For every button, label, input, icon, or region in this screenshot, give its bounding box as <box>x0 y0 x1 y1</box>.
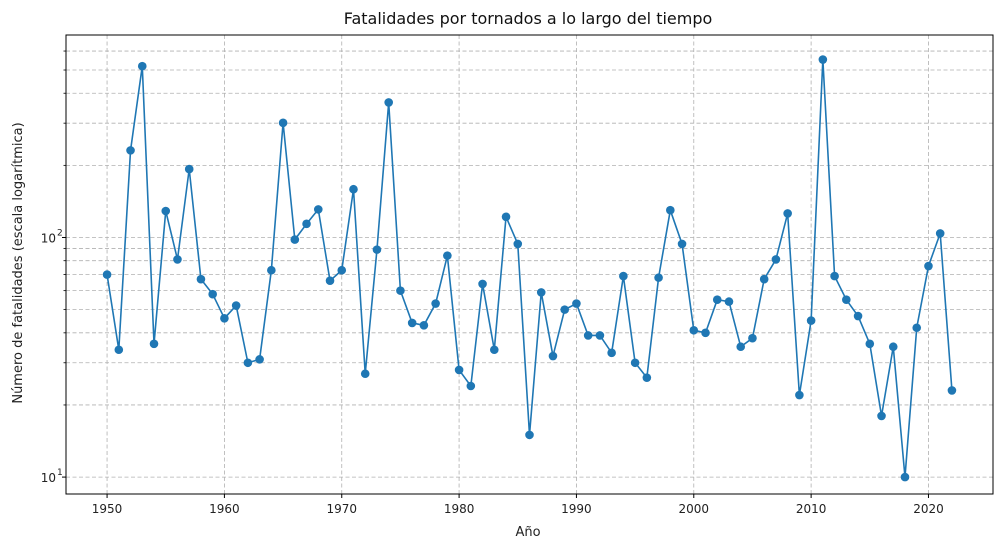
x-axis: 1950 1960 1970 1980 1990 2000 2010 2020 <box>92 494 944 516</box>
x-tick-label: 2000 <box>679 502 710 516</box>
data-point <box>114 345 124 355</box>
data-point <box>102 270 112 279</box>
data-point <box>290 235 300 244</box>
data-point <box>372 245 382 254</box>
data-point <box>184 164 194 174</box>
data-point <box>924 261 933 271</box>
data-point <box>619 271 628 281</box>
data-point <box>419 321 429 330</box>
x-tick-label: 1960 <box>209 502 240 516</box>
x-tick-label: 1950 <box>92 502 123 516</box>
data-point <box>243 358 253 368</box>
data-point <box>712 295 722 304</box>
data-point <box>630 358 640 368</box>
data-point <box>830 271 839 281</box>
x-tick-label: 2020 <box>913 502 944 516</box>
data-point <box>384 98 393 107</box>
x-tick-label: 1980 <box>444 502 475 516</box>
data-point <box>278 118 288 128</box>
data-point <box>947 386 957 395</box>
data-point <box>267 265 276 275</box>
series-layer <box>102 55 957 482</box>
data-point <box>748 333 757 343</box>
data-point <box>325 276 335 286</box>
data-point <box>912 323 922 333</box>
data-point <box>220 313 229 323</box>
data-point <box>431 299 440 308</box>
data-point <box>701 328 710 338</box>
data-point <box>888 342 898 352</box>
data-point <box>536 288 546 297</box>
data-point <box>231 301 241 310</box>
data-point <box>454 365 464 375</box>
chart-title: Fatalidades por tornados a lo largo del … <box>344 9 713 28</box>
data-point <box>196 274 206 284</box>
data-point <box>396 286 405 295</box>
data-point <box>489 345 499 355</box>
data-point <box>783 209 792 218</box>
data-point <box>513 239 523 249</box>
y-tick-exponent: 1 <box>57 468 63 478</box>
data-point <box>149 339 159 349</box>
data-point <box>583 331 593 340</box>
data-point <box>407 318 417 328</box>
data-point <box>806 316 816 325</box>
data-point <box>478 279 487 289</box>
data-point <box>313 205 323 214</box>
data-point <box>865 339 875 349</box>
data-point <box>208 289 217 299</box>
y-axis-label: Número de fatalidades (escala logarítmic… <box>11 122 26 403</box>
data-point <box>255 355 264 364</box>
data-point <box>360 369 370 379</box>
data-point <box>572 299 581 308</box>
data-point <box>842 295 851 304</box>
plot-area-frame <box>65 34 994 495</box>
data-point <box>349 184 358 194</box>
data-point <box>607 348 616 358</box>
data-point <box>759 274 769 284</box>
data-point <box>560 305 570 314</box>
data-point <box>173 255 182 264</box>
x-axis-label: Año <box>515 525 540 540</box>
y-tick-exponent: 2 <box>57 228 63 238</box>
data-point <box>642 373 652 382</box>
x-tick-label: 2010 <box>796 502 827 516</box>
y-tick-label: 10 <box>41 471 56 485</box>
data-point <box>771 255 781 264</box>
data-point <box>724 297 734 306</box>
data-point <box>466 381 476 391</box>
data-point <box>548 351 558 361</box>
data-point <box>337 265 347 275</box>
x-tick-label: 1990 <box>561 502 592 516</box>
data-point <box>677 239 687 249</box>
data-point <box>666 205 675 215</box>
data-point <box>525 430 534 440</box>
data-point <box>877 411 886 421</box>
x-tick-label: 1970 <box>326 502 357 516</box>
data-point <box>443 251 452 260</box>
data-point <box>818 55 828 64</box>
data-point <box>137 61 147 71</box>
data-point <box>302 219 311 229</box>
y-tick-label: 10 <box>41 231 56 245</box>
data-point <box>935 229 945 238</box>
data-point <box>595 331 605 340</box>
data-point <box>853 311 863 321</box>
data-point <box>501 212 511 222</box>
data-point <box>654 273 663 282</box>
data-point <box>126 146 135 155</box>
data-point <box>161 206 171 216</box>
data-point <box>736 342 746 352</box>
data-point <box>900 472 910 482</box>
data-point <box>689 325 699 335</box>
data-point <box>795 390 804 400</box>
